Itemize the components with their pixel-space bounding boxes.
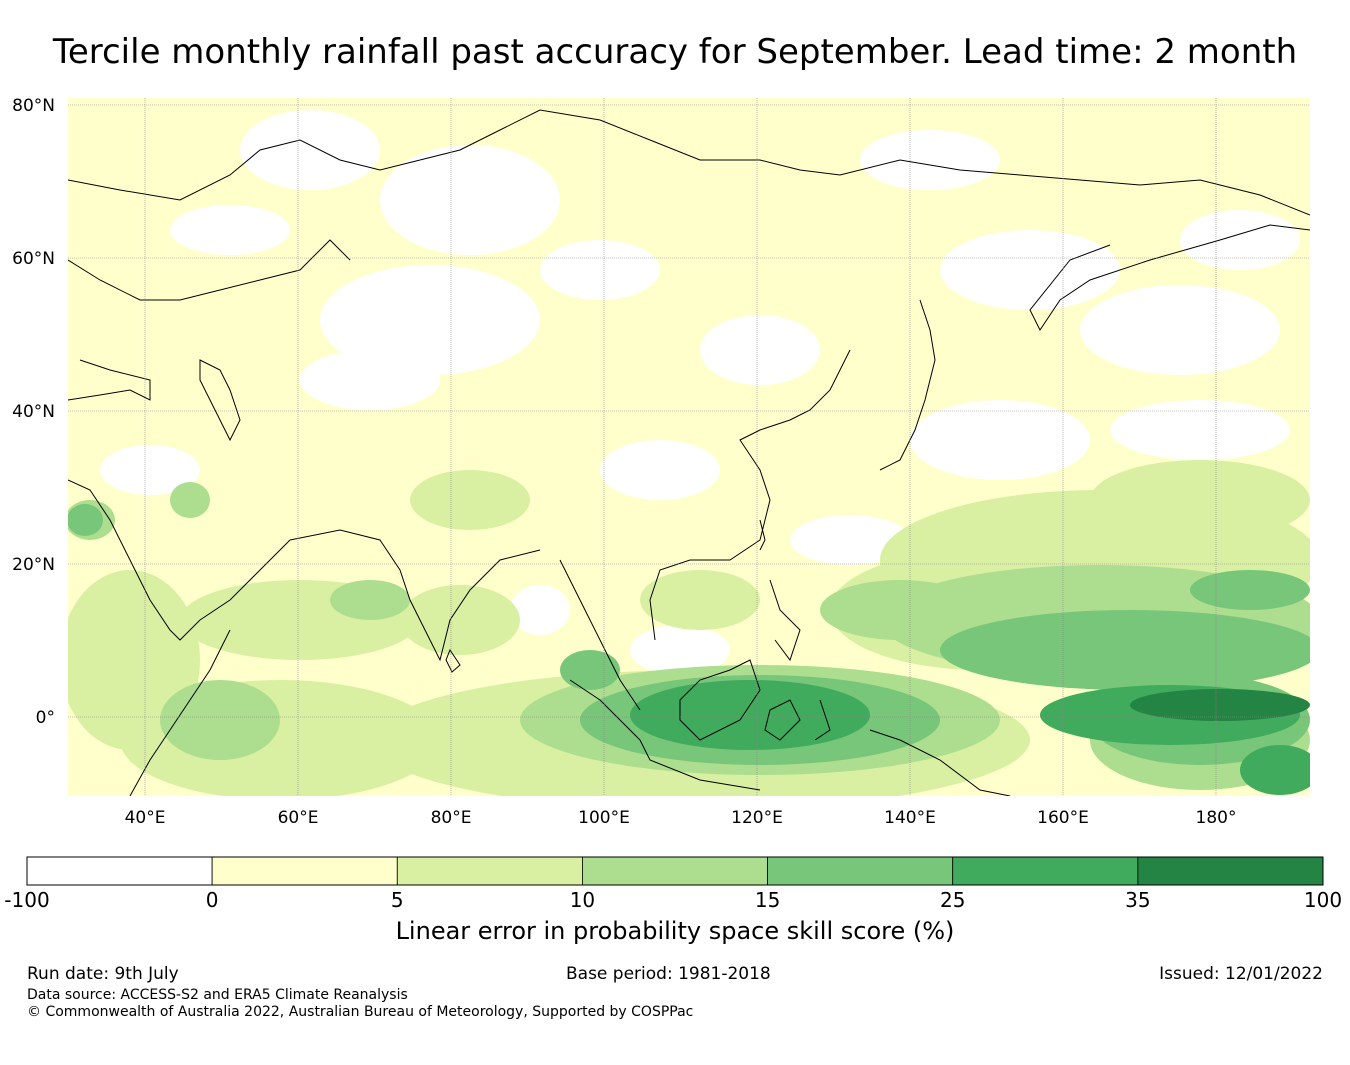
lat-label: 40°N: [12, 402, 55, 422]
colorbar-tick-label: 35: [1125, 888, 1150, 912]
colorbar-bin: [1137, 856, 1324, 886]
base-period: Base period: 1981-2018: [566, 964, 771, 984]
latitude-labels: 80°N 60°N 40°N 20°N 0°: [12, 96, 55, 728]
lat-label: 60°N: [12, 249, 55, 269]
lon-label: 40°E: [125, 808, 166, 828]
colorbar-bin: [582, 856, 768, 886]
coastlines: [68, 109, 1310, 796]
lon-label: 140°E: [884, 808, 936, 828]
colorbar-tick-label: 0: [206, 888, 219, 912]
skill-field: [68, 109, 1310, 796]
chart-title: Tercile monthly rainfall past accuracy f…: [52, 32, 1298, 72]
lon-label: 80°E: [431, 808, 472, 828]
lat-label: 20°N: [12, 555, 55, 575]
lat-label: 80°N: [12, 96, 55, 116]
colorbar-tick-label: 10: [570, 888, 595, 912]
skill-map: 80°N 60°N 40°N 20°N 0° 40°E 60°E 80°E 10…: [12, 96, 1310, 828]
lon-label: 100°E: [578, 808, 630, 828]
colorbar-bin: [211, 856, 398, 886]
colorbar-tick-label: 15: [755, 888, 780, 912]
issued-date: Issued: 12/01/2022: [1159, 964, 1323, 984]
colorbar-bin: [952, 856, 1139, 886]
lon-label: 60°E: [278, 808, 319, 828]
lon-label: 160°E: [1037, 808, 1089, 828]
colorbar-tick-label: 5: [391, 888, 404, 912]
colorbar-bin: [767, 856, 954, 886]
longitude-labels: 40°E 60°E 80°E 100°E 120°E 140°E 160°E 1…: [125, 808, 1237, 828]
copyright: © Commonwealth of Australia 2022, Austra…: [27, 1004, 694, 1020]
colorbar-bin: [396, 856, 583, 886]
lon-label: 180°: [1196, 808, 1237, 828]
colorbar-label: Linear error in probability space skill …: [395, 917, 955, 945]
lat-label: 0°: [36, 708, 55, 728]
colorbar-tick-label: 25: [940, 888, 965, 912]
colorbar-ticks: -100 0 5 10 15 25 35 100: [4, 888, 1342, 912]
lon-label: 120°E: [731, 808, 783, 828]
skill-35-100-areas: [1130, 689, 1310, 721]
colorbar-tick-label: 100: [1304, 888, 1342, 912]
colorbar-bin: [26, 856, 213, 886]
colorbar-tick-label: -100: [4, 888, 49, 912]
colorbar-bins: [26, 856, 1324, 886]
skill-white-areas: [100, 110, 1300, 675]
colorbar-frame: [26, 856, 1324, 886]
data-source: Data source: ACCESS-S2 and ERA5 Climate …: [27, 987, 408, 1003]
run-date: Run date: 9th July: [27, 964, 179, 984]
graticule: [68, 98, 1310, 796]
